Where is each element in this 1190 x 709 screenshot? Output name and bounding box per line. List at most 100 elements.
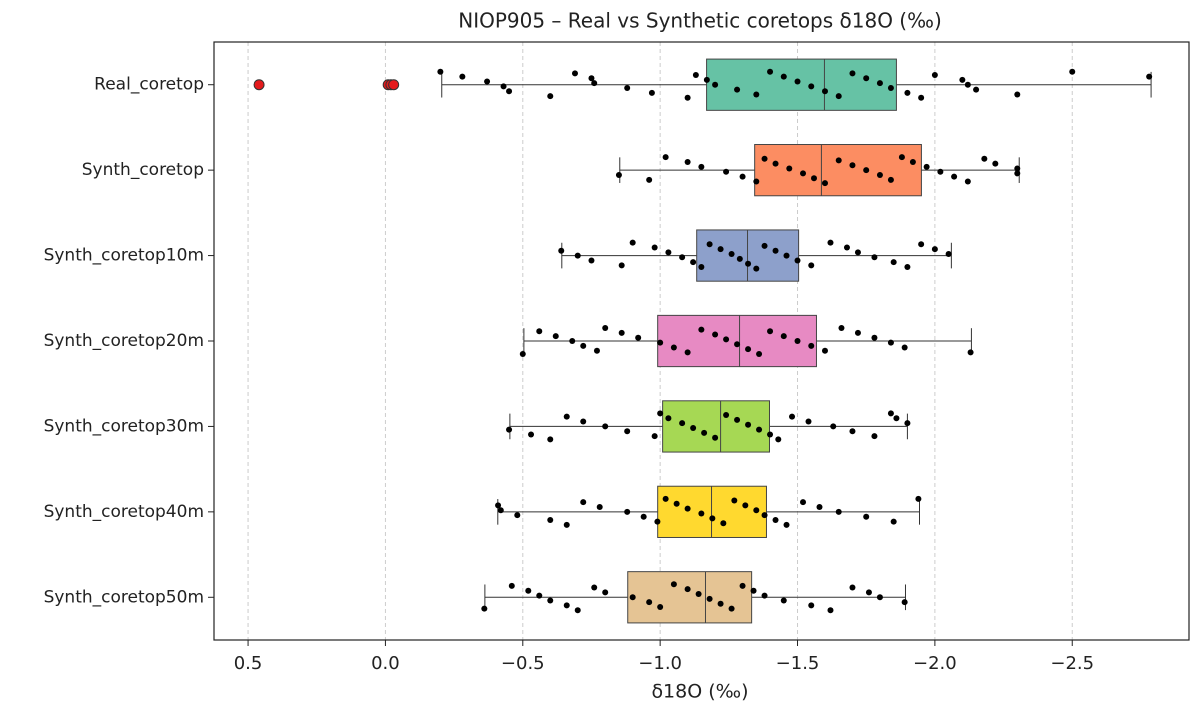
point [951,173,958,180]
point [830,423,837,430]
point [508,582,515,589]
point [662,495,669,502]
point [591,584,598,591]
point [915,495,922,502]
point [821,180,828,187]
point [624,428,631,435]
outlier [388,79,400,91]
point [684,159,691,166]
point [736,255,743,262]
y-tick-label: Synth_coretop20m [44,331,204,351]
point [591,80,598,87]
point [918,241,925,248]
point [624,508,631,515]
point [588,75,595,82]
x-tick-label: 0.0 [371,653,400,674]
point [514,512,521,519]
point [547,516,554,523]
point [712,434,719,441]
point [808,602,815,609]
point [745,421,752,428]
y-tick-label: Synth_coretop40m [44,502,204,522]
point [500,83,507,90]
x-tick-label: −1.5 [776,653,820,674]
point [558,247,565,254]
point [1069,68,1076,75]
point [827,607,834,614]
point [761,242,768,249]
point [753,178,760,185]
point [657,339,664,346]
point [1014,91,1021,98]
point [602,423,609,430]
point [698,326,705,333]
point [745,260,752,267]
point [596,503,603,510]
point [547,436,554,443]
point [876,80,883,87]
point [854,249,861,256]
point [835,93,842,100]
point [481,605,488,612]
point [640,513,647,520]
point [552,333,559,340]
point [904,420,911,427]
point [871,254,878,261]
point [728,250,735,257]
point [772,516,779,523]
point [821,88,828,95]
point [646,599,653,606]
point [849,428,856,435]
point [728,605,735,612]
point [742,502,749,509]
point [931,246,938,253]
point [602,325,609,331]
point [827,239,834,246]
point [698,163,705,170]
point [808,262,815,269]
point [780,73,787,80]
box [754,144,922,197]
point [937,168,944,175]
point [657,604,664,611]
point [923,163,930,170]
point [536,592,543,599]
point [887,410,894,417]
point [838,325,845,331]
point [761,155,768,162]
point [959,76,966,83]
point [887,176,894,183]
point [698,510,705,517]
point [706,595,713,602]
point [887,339,894,346]
box [657,485,767,538]
point [657,410,664,417]
point [651,244,658,251]
point [717,246,724,253]
x-tick-label: 0.5 [234,653,263,674]
point [821,347,828,354]
point [684,505,691,512]
point [863,167,870,174]
point [679,254,686,261]
point [871,334,878,341]
point [783,521,790,528]
point [981,155,988,162]
box [662,400,770,453]
point [753,507,760,514]
point [673,500,680,507]
point [753,265,760,272]
point [1146,73,1153,80]
point [756,351,763,357]
point [580,342,587,349]
point [1014,170,1021,177]
point [761,592,768,599]
point [654,518,661,525]
point [863,513,870,520]
point [588,257,595,264]
point [865,589,872,596]
point [871,433,878,440]
point [484,78,491,85]
point [794,338,801,344]
point [964,178,971,185]
